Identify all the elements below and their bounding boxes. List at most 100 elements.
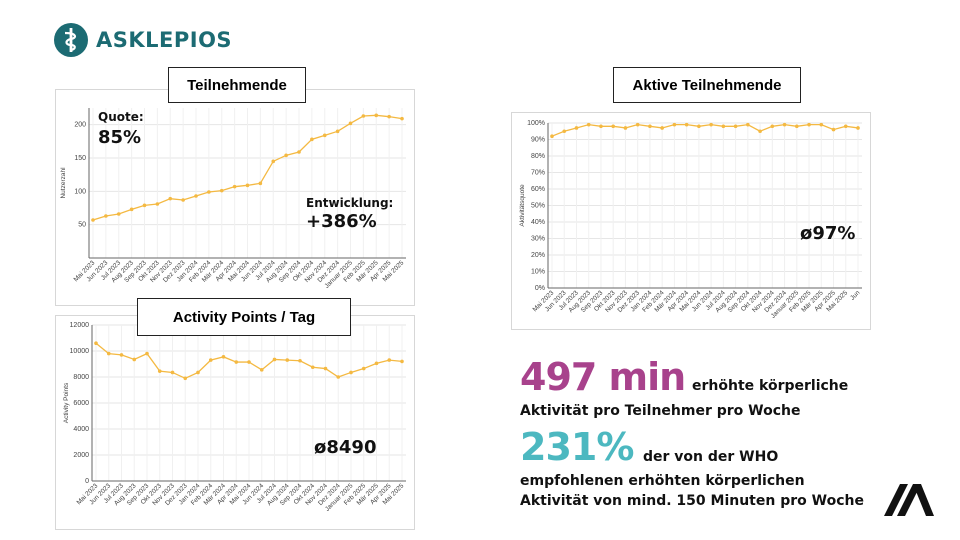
percent-text-3: Aktivität von mind. 150 Minuten pro Woch… (520, 493, 864, 509)
data-point (374, 113, 379, 118)
data-point (348, 121, 353, 126)
data-point (684, 122, 689, 127)
y-tick-label: 4000 (73, 426, 89, 433)
aktive-title: Aktive Teilnehmende (613, 67, 801, 103)
teilnehmende-title: Teilnehmende (168, 67, 306, 103)
data-point (323, 366, 328, 371)
data-point (758, 129, 762, 134)
brand-mark-icon (884, 484, 934, 516)
data-point (208, 358, 213, 362)
data-point (221, 355, 226, 359)
data-point (795, 124, 799, 129)
percent-stat: 231% (520, 425, 634, 469)
data-point (310, 137, 314, 142)
data-point (116, 212, 121, 216)
aktive-average: ø97% (800, 223, 856, 244)
data-point (672, 122, 677, 127)
y-tick-label: 30% (531, 236, 545, 243)
data-point (819, 122, 824, 127)
y-tick-label: 40% (531, 219, 545, 226)
data-point (157, 369, 162, 373)
data-point (245, 183, 250, 188)
data-point (258, 181, 263, 186)
data-point (843, 124, 848, 129)
data-point (170, 370, 175, 375)
data-point (562, 129, 567, 134)
y-tick-label: 50 (78, 222, 86, 229)
data-point (349, 370, 353, 375)
data-point (709, 122, 713, 127)
y-tick-label: 100% (527, 120, 545, 127)
quote-label: Quote: (98, 110, 144, 124)
aktive-chart: 0%10%20%30%40%50%60%70%80%90%100%Mai 202… (519, 120, 862, 320)
data-point (335, 129, 340, 134)
data-point (94, 341, 98, 345)
data-point (181, 198, 185, 202)
data-point (599, 124, 603, 129)
y-tick-label: 150 (74, 155, 86, 162)
minutes-text-1: erhöhte körperliche (692, 378, 849, 394)
data-point (234, 360, 239, 364)
y-tick-label: 20% (531, 252, 545, 259)
percent-text-2: empfohlenen erhöhten körperlichen (520, 473, 805, 489)
data-point (746, 122, 750, 127)
data-point (119, 353, 124, 357)
data-point (807, 122, 811, 127)
activity-average: ø8490 (314, 437, 377, 458)
data-point (104, 214, 108, 218)
y-tick-label: 80% (531, 153, 545, 160)
brand-name: ASKLEPIOS (96, 28, 233, 52)
data-point (284, 153, 288, 158)
data-point (400, 359, 404, 364)
y-tick-label: 10000 (70, 348, 90, 355)
data-point (155, 202, 160, 206)
y-tick-label: 6000 (73, 400, 89, 407)
data-point (697, 124, 701, 129)
y-tick-label: 70% (531, 170, 545, 177)
data-point (285, 358, 290, 362)
data-point (145, 351, 149, 356)
data-point (129, 207, 134, 212)
data-point (387, 358, 392, 362)
minutes-stat: 497 min (520, 355, 686, 399)
data-point (106, 351, 111, 356)
data-point (831, 127, 836, 132)
entwicklung-label: Entwicklung: (306, 196, 394, 210)
data-point (310, 365, 315, 370)
y-tick-label: 200 (74, 122, 86, 129)
data-point (733, 124, 738, 129)
data-point (132, 357, 137, 362)
y-axis-label: Activity Points (63, 382, 70, 423)
y-tick-label: 0 (85, 478, 89, 485)
data-point (586, 122, 591, 127)
data-point (259, 368, 264, 372)
y-tick-label: 8000 (73, 374, 89, 381)
data-point (91, 218, 95, 222)
aktive-chart-panel: 0% 10% 20% 30% 40% 50% 60% 70% 80% 90% 100% Mai 202… (511, 112, 871, 330)
data-point (648, 124, 652, 129)
entwicklung-value: +386% (306, 211, 377, 232)
rod-of-asclepius-icon (54, 23, 88, 57)
data-point (168, 196, 173, 201)
data-point (297, 150, 301, 154)
y-tick-label: 100 (74, 188, 86, 195)
data-point (400, 116, 404, 121)
data-point (770, 124, 775, 129)
quote-value: 85% (98, 127, 142, 148)
y-tick-label: 50% (531, 203, 545, 210)
data-point (635, 122, 640, 127)
data-point (196, 370, 200, 375)
data-point (183, 376, 188, 381)
data-point (271, 159, 276, 164)
data-point (550, 134, 554, 138)
y-tick-label: 0% (535, 285, 545, 292)
data-point (623, 126, 628, 130)
y-tick-label: 2000 (73, 452, 89, 459)
data-point (782, 122, 787, 127)
data-point (322, 133, 327, 138)
data-point (232, 184, 237, 189)
data-point (298, 358, 302, 363)
asklepios-logo: ASKLEPIOS (54, 22, 232, 58)
y-axis-label: Aktivitätsquote (519, 184, 526, 227)
